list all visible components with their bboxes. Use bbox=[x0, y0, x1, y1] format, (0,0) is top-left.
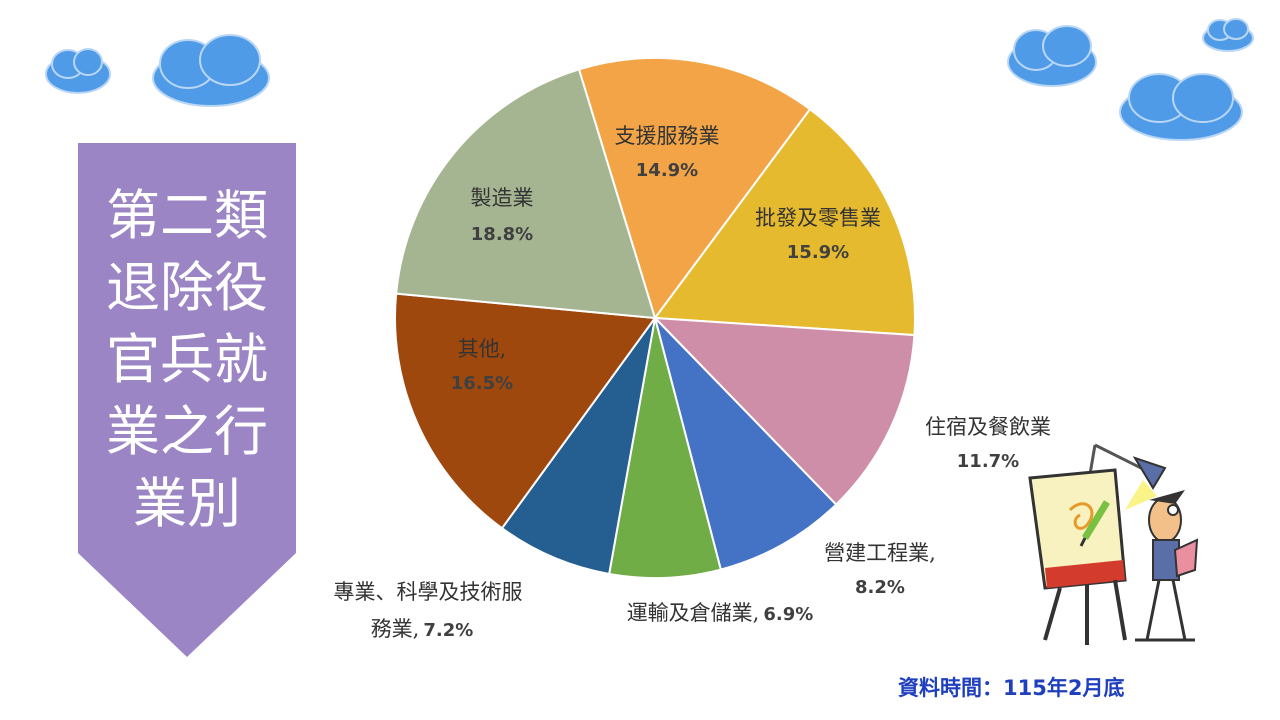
source-note: 資料時間：115年2月底 bbox=[898, 676, 1125, 700]
pie-slice bbox=[653, 314, 838, 571]
slide-title: 第二類 退除役 官兵就 業之行 業別 bbox=[78, 180, 296, 540]
slice-label-professional-services-2: 務業, 7.2% bbox=[371, 617, 474, 641]
title-line: 第二類 bbox=[106, 184, 268, 247]
slice-label-manufacturing: 製造業 bbox=[471, 186, 534, 210]
cloud-icon bbox=[1007, 25, 1097, 87]
pie-slice bbox=[394, 292, 657, 530]
cloud-icon bbox=[1202, 18, 1254, 52]
title-banner bbox=[78, 143, 296, 657]
title-line: 退除役 bbox=[106, 256, 268, 319]
pie-slice bbox=[608, 317, 723, 579]
pie-slice bbox=[395, 68, 657, 320]
title-line: 業之行 bbox=[106, 400, 268, 463]
pie-slice bbox=[500, 317, 656, 576]
slice-label-support-services: 支援服務業 bbox=[615, 124, 720, 148]
title-line: 官兵就 bbox=[106, 328, 268, 391]
slice-label-wholesale-retail: 批發及零售業 bbox=[755, 206, 881, 230]
slice-pct-other: 16.5% bbox=[451, 373, 513, 394]
cloud-icon bbox=[45, 48, 111, 94]
artist-clipart-icon bbox=[1028, 443, 1199, 645]
pie-slice bbox=[577, 57, 812, 321]
slice-label-transport-storage: 運輸及倉儲業, 6.9% bbox=[627, 601, 814, 625]
slice-pct-construction: 8.2% bbox=[855, 577, 905, 598]
slice-label-accommodation-food: 住宿及餐飲業 bbox=[925, 415, 1051, 439]
slice-pct-support-services: 14.9% bbox=[636, 160, 698, 181]
pie-slice bbox=[653, 107, 916, 337]
slice-pct-manufacturing: 18.8% bbox=[471, 224, 533, 245]
slice-label-construction: 營建工程業, bbox=[824, 541, 936, 565]
slice-label-professional-services: 專業、科學及技術服 bbox=[334, 580, 523, 604]
pie-slice bbox=[652, 316, 916, 506]
cloud-icon bbox=[152, 34, 270, 107]
slice-label-other: 其他, bbox=[458, 337, 507, 361]
slice-pct-wholesale-retail: 15.9% bbox=[787, 242, 849, 263]
title-line: 業別 bbox=[133, 472, 241, 535]
slice-pct-accommodation-food: 11.7% bbox=[957, 451, 1019, 472]
cloud-icon bbox=[1119, 73, 1243, 141]
